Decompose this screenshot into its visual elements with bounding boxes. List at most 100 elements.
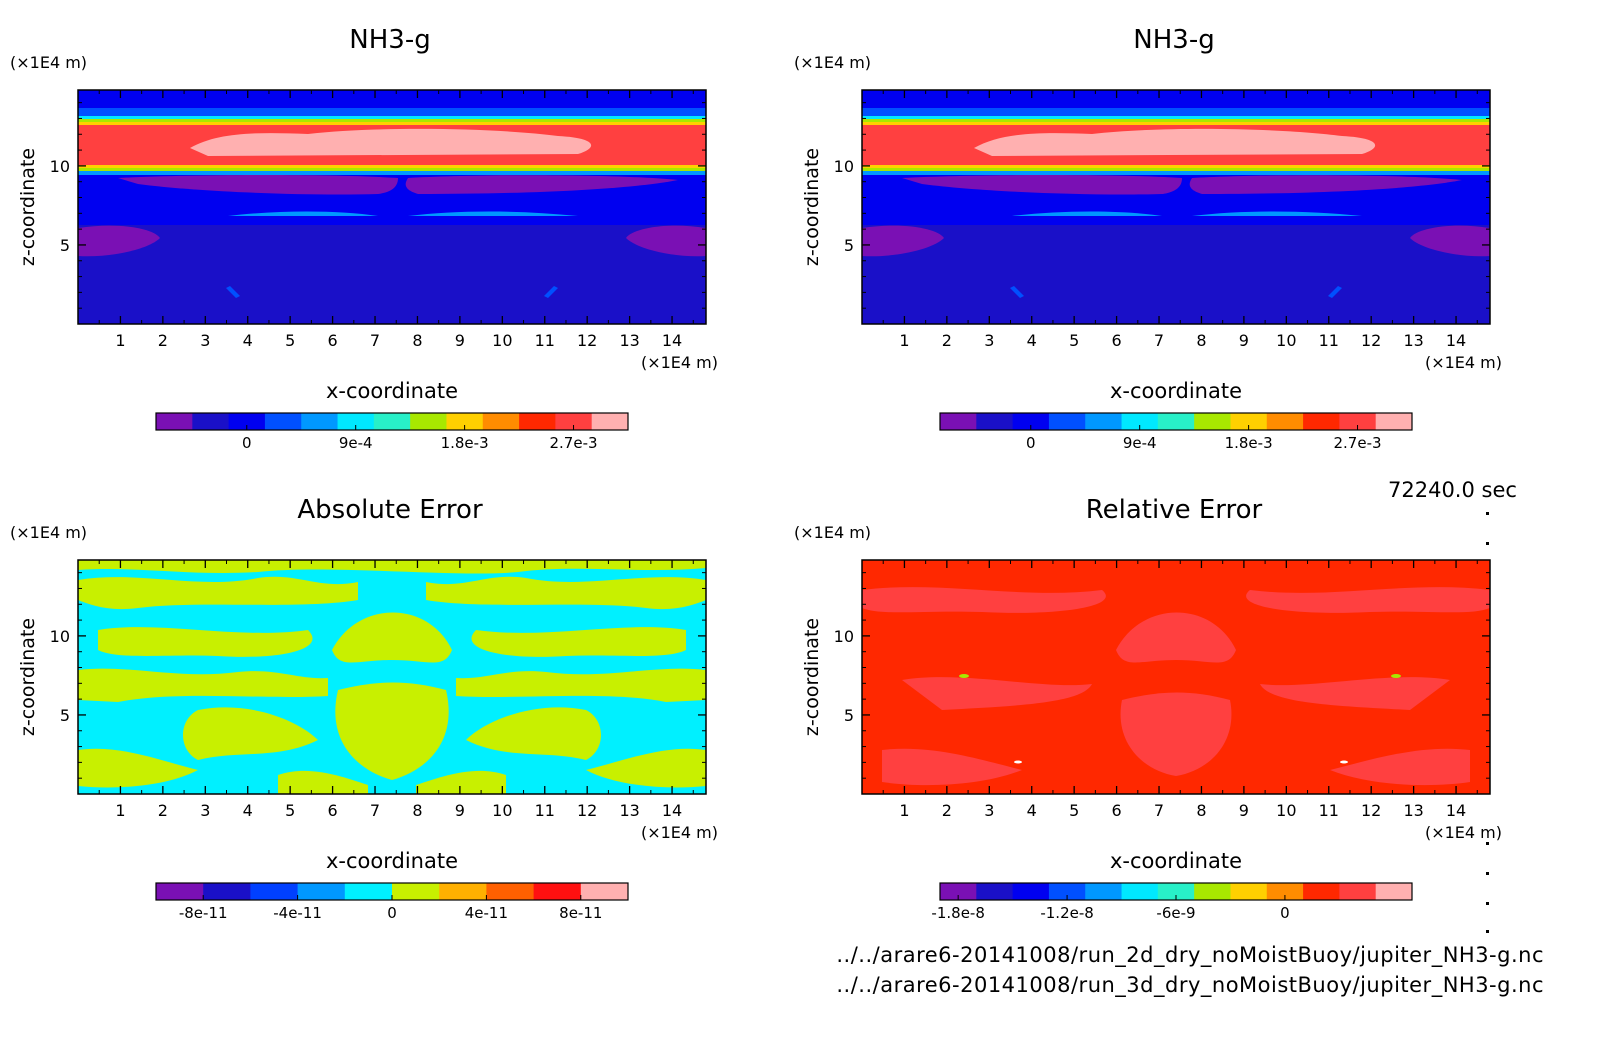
colorbar-swatch [482,413,520,430]
colorbar-swatch [1157,883,1195,900]
colorbar-tick-label: 4e-11 [465,904,508,922]
x-tick-label: 5 [1069,331,1079,350]
x-tick-label: 4 [243,331,253,350]
field-lower-layer [78,225,706,324]
colorbar-tick-label: 9e-4 [1123,434,1157,452]
field-top-layer [78,90,706,108]
colorbar-swatch [1375,883,1413,900]
x-tick-label: 8 [412,801,422,820]
y-tick-label: 5 [844,236,854,255]
field-contour-region [183,707,318,760]
colorbar-tick-label: 0 [1280,904,1290,922]
colorbar-tick-label: 9e-4 [339,434,373,452]
x-tick-label: 1 [899,331,909,350]
field-speck [1391,674,1401,678]
field-contour-region [1246,587,1490,613]
time-label: 72240.0 sec [1388,478,1517,502]
field-contour-region [78,668,328,702]
colorbar-swatch [203,883,251,900]
x-tick-label: 10 [1276,801,1296,820]
field-band [862,108,1490,116]
field-contour-region [335,682,449,780]
x-unit-label: (×1E4 m) [1425,823,1502,842]
colorbar-swatch [1266,413,1304,430]
x-tick-label: 2 [158,801,168,820]
x-tick-label: 12 [1361,331,1381,350]
x-tick-label: 10 [492,331,512,350]
x-tick-label: 11 [535,801,555,820]
plot-frame [861,89,1491,325]
colorbar-tick-label: -8e-11 [179,904,228,922]
field-speck [544,286,558,298]
chart-panel-1: NH3-g(×1E4 m)1 2 3 4 5 6 7 8 9 10 11 12 13 14510(×1E4… [10,25,718,452]
field-band [78,165,706,168]
x-tick-label: 2 [942,801,952,820]
colorbar-swatch [228,413,266,430]
field-contour-region [902,677,1092,710]
margin-dot [1486,872,1489,875]
colorbar-swatch [1012,413,1050,430]
x-tick-label: 7 [1154,801,1164,820]
field-band [862,116,1490,119]
colorbar-swatch [344,883,393,900]
x-tick-label: 10 [1276,331,1296,350]
colorbar-swatch [1085,413,1123,430]
colorbar-swatch [392,883,440,900]
field-ripple [408,211,578,216]
field-contour-region [426,576,706,610]
field-lower-layer [862,225,1490,324]
colorbar-swatch [1230,413,1268,430]
field-ripple [1012,211,1162,216]
field-speck [1014,760,1022,764]
colorbar-swatch [940,883,977,900]
x-tick-label: 7 [370,331,380,350]
colorbar-swatch [519,413,556,430]
colorbar-swatch [1230,883,1268,900]
margin-dot [1486,512,1489,515]
colorbar-swatch [1303,413,1340,430]
x-tick-label: 13 [619,801,639,820]
field-band [78,108,706,116]
colorbar-swatch [1085,883,1123,900]
margin-dot [1486,842,1489,845]
colorbar-frame [939,412,1413,431]
chart-title: NH3-g [349,25,430,55]
colorbar-swatch [156,883,204,900]
field-band [78,122,706,125]
x-tick-label: 2 [158,331,168,350]
field-band [78,171,706,175]
field-band [862,165,1490,168]
colorbar-tick-label: -1.8e-8 [931,904,984,922]
x-tick-label: 14 [1446,331,1466,350]
x-tick-label: 10 [492,801,512,820]
x-tick-label: 6 [1112,801,1122,820]
field-contour-region [586,748,706,788]
margin-dot [1486,930,1489,933]
colorbar-tick-label: 2.7e-3 [550,434,598,452]
y-unit-label: (×1E4 m) [794,53,871,72]
field-low-region [405,175,678,194]
field-low-region [862,225,944,257]
field-band [78,168,706,171]
x-unit-label: (×1E4 m) [641,823,718,842]
y-tick-label: 10 [50,157,70,176]
contour-field [862,90,1490,324]
x-tick-label: 8 [1196,801,1206,820]
colorbar-swatch [410,413,447,430]
colorbar-swatch [1194,883,1231,900]
colorbar-swatch [555,413,593,430]
y-axis-label: z-coordinate [17,148,39,266]
colorbar: -1.8e-8 -1.2e-8 -6e-9 0 [931,882,1413,922]
x-tick-label: 3 [200,331,210,350]
x-tick-label: 5 [285,801,295,820]
x-tick-label: 6 [1112,331,1122,350]
field-low-region [1410,225,1490,257]
x-tick-label: 7 [1154,331,1164,350]
x-tick-label: 11 [1319,801,1339,820]
field-low-region [902,175,1182,195]
field-contour-region [882,748,1022,786]
field-contour-region [471,627,686,657]
contour-field [862,560,1490,794]
x-tick-label: 9 [455,801,465,820]
colorbar-swatch [1194,413,1231,430]
